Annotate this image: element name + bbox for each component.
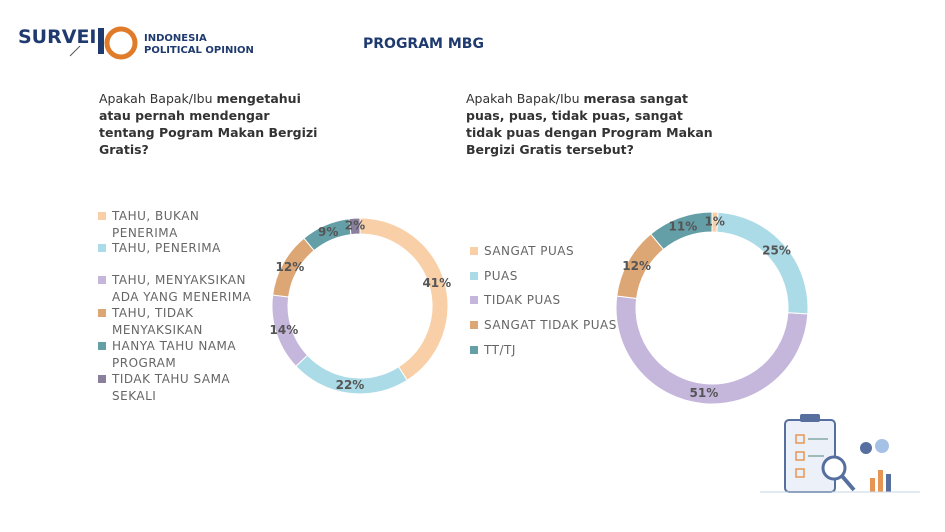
donut-slice — [348, 217, 361, 236]
legend-swatch — [98, 244, 106, 252]
legend-entry: PUAS — [470, 268, 634, 285]
legend-entry: TAHU, TIDAK MENYAKSIKAN — [98, 305, 262, 339]
data-label: 9% — [318, 225, 338, 239]
legend-swatch — [470, 296, 478, 304]
question: Apakah Bapak/Ibu merasa sangat puas, pua… — [466, 90, 721, 158]
slide-title: PROGRAM MBG — [363, 36, 484, 52]
question: Apakah Bapak/Ibu mengetahui atau pernah … — [99, 90, 329, 158]
legend-swatch — [98, 342, 106, 350]
donut-slice — [650, 211, 713, 251]
org-line: INDONESIA — [144, 33, 207, 44]
decor-icon — [760, 414, 920, 493]
data-label: 12% — [622, 259, 651, 273]
legend-swatch — [98, 212, 106, 220]
data-label: 22% — [336, 378, 365, 392]
brand: SURVEI — [18, 26, 97, 48]
legend-entry: TAHU, PENERIMA — [98, 240, 262, 257]
data-label: 1% — [705, 215, 725, 229]
legend-entry: TIDAK TAHU SAMA SEKALI — [98, 371, 262, 405]
question-part: Apakah Bapak/Ibu — [466, 91, 584, 106]
question-part: mengetahui atau pernah mendengar tentang… — [99, 91, 318, 157]
data-label: 51% — [690, 386, 719, 400]
data-label: 25% — [762, 244, 791, 258]
legend-swatch — [98, 309, 106, 317]
logo-icon — [69, 26, 138, 60]
donut-slice — [359, 217, 449, 381]
data-label: 2% — [345, 219, 365, 233]
legend-entry: SANGAT TIDAK PUAS — [470, 317, 634, 334]
data-label: 12% — [276, 260, 305, 274]
question-part: Apakah Bapak/Ibu — [99, 91, 217, 106]
legend-swatch — [98, 276, 106, 284]
legend-entry: TIDAK PUAS — [470, 292, 634, 309]
legend-entry: TAHU, MENYAKSIKAN ADA YANG MENERIMA — [98, 272, 262, 306]
legend-entry: TT/TJ — [470, 342, 634, 359]
donut-slice — [716, 211, 809, 315]
legend-swatch — [470, 272, 478, 280]
legend-entry: SANGAT PUAS — [470, 243, 634, 260]
legend-entry: TAHU, BUKAN PENERIMA — [98, 208, 262, 242]
legend-swatch — [470, 321, 478, 329]
legend-swatch — [470, 346, 478, 354]
data-label: 41% — [422, 276, 451, 290]
legend-swatch — [98, 375, 106, 383]
legend-entry: HANYA TAHU NAMA PROGRAM — [98, 338, 262, 372]
data-label: 11% — [669, 220, 698, 234]
question-part: merasa sangat puas, puas, tidak puas, sa… — [466, 91, 713, 157]
org-line: POLITICAL OPINION — [144, 45, 254, 56]
data-label: 14% — [270, 323, 299, 337]
legend-swatch — [470, 247, 478, 255]
